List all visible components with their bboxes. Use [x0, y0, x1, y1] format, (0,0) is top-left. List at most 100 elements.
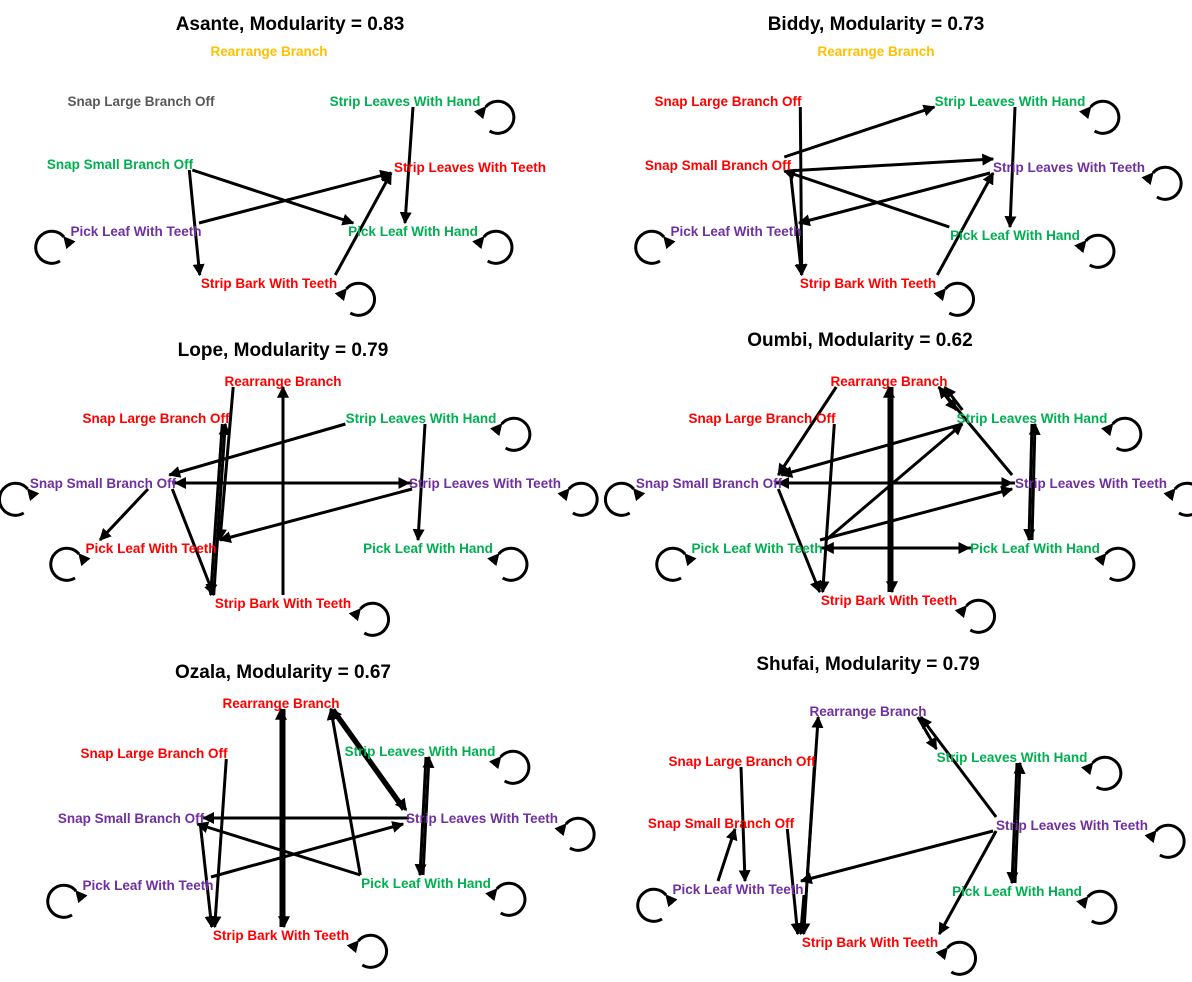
edge-plt-to-slh [825, 422, 964, 542]
node-label-plh: Pick Leaf With Hand [950, 228, 1080, 243]
edge-plh-to-ss [196, 821, 361, 877]
node-label-sbt: Strip Bark With Teeth [800, 276, 936, 291]
node-label-slh: Strip Leaves With Hand [937, 750, 1088, 765]
edge-sbt-to-slt [333, 171, 393, 276]
node-label-plh: Pick Leaf With Hand [348, 224, 478, 239]
edge-ss-to-slh [783, 104, 936, 159]
self-loop-sbt [334, 281, 377, 317]
self-loop-slh [489, 749, 531, 785]
self-loop-plt [34, 229, 76, 265]
node-label-rb: Rearrange Branch [222, 696, 339, 711]
node-label-rb: Rearrange Branch [210, 44, 327, 59]
edge-slt-to-plt [799, 829, 994, 885]
edge-plt-to-slt [819, 485, 1014, 542]
node-label-rb: Rearrange Branch [817, 44, 934, 59]
node-label-plt: Pick Leaf With Teeth [83, 878, 214, 893]
panel-title-asante: Asante, Modularity = 0.83 [176, 14, 405, 35]
self-loop-slh [1081, 755, 1123, 791]
panel-title-shufai: Shufai, Modularity = 0.79 [756, 654, 979, 675]
node-label-plt: Pick Leaf With Teeth [671, 224, 802, 239]
self-loop-plt [636, 887, 678, 923]
panel-title-biddy: Biddy, Modularity = 0.73 [768, 14, 985, 35]
edge-sl-to-plt [738, 766, 751, 883]
edge-sl-to-sbt [798, 766, 816, 936]
node-label-ss: Snap Small Branch Off [636, 476, 783, 491]
node-label-ss: Snap Small Branch Off [30, 476, 177, 491]
network-panel-5: Rearrange Branch Snap Large Branch Off Sna… [636, 704, 1186, 976]
edge-slh-to-plh [1004, 106, 1017, 229]
self-loop-sbt [954, 598, 997, 634]
edge-ss-to-sbt [776, 488, 822, 594]
self-loop-slt [557, 481, 599, 517]
node-label-rb: Rearrange Branch [224, 374, 341, 389]
self-loop-sbt [933, 281, 976, 317]
edge-ss-to-slt [787, 153, 995, 173]
node-label-slh: Strip Leaves With Hand [345, 744, 496, 759]
edge-ss-to-sbt [788, 170, 807, 277]
node-label-plt: Pick Leaf With Teeth [673, 882, 804, 897]
edge-sbt-to-sl [212, 422, 231, 596]
edge-ss-to-sbt [170, 488, 216, 597]
self-loop-ss [0, 481, 40, 517]
edge-plt-to-slt [210, 821, 405, 879]
self-loop-plt [634, 229, 676, 265]
edge-slh-to-plh [414, 756, 428, 877]
panel-title-ozala: Ozala, Modularity = 0.67 [175, 662, 391, 683]
node-label-sl: Snap Large Branch Off [82, 411, 230, 426]
node-label-slh: Strip Leaves With Hand [957, 411, 1108, 426]
node-label-slh: Strip Leaves With Hand [346, 411, 497, 426]
edge-sbt-to-slt [935, 171, 995, 276]
node-label-slt: Strip Leaves With Teeth [406, 811, 558, 826]
node-label-slt: Strip Leaves With Teeth [394, 160, 546, 175]
edge-sl-to-sbt [817, 423, 836, 594]
network-panel-2: Rearrange Branch Snap Large Branch Off Sna… [0, 374, 599, 637]
self-loop-plt [655, 546, 697, 582]
self-loop-sbt [348, 601, 391, 637]
node-label-ss: Snap Small Branch Off [645, 158, 792, 173]
self-loop-sbt [346, 933, 389, 969]
self-loop-slh [1079, 99, 1121, 135]
node-label-sbt: Strip Bark With Teeth [821, 593, 957, 608]
edge-slt-to-rb [919, 716, 998, 818]
node-label-slh: Strip Leaves With Hand [330, 94, 481, 109]
self-loop-ss [603, 481, 646, 517]
edge-slt-to-sbt [937, 830, 998, 936]
self-loop-slt [554, 816, 596, 852]
edge-plh-to-slh [421, 755, 435, 876]
self-loop-plt [49, 546, 91, 582]
edge-plh-to-rb [326, 707, 362, 876]
node-label-sl: Snap Large Branch Off [688, 411, 836, 426]
node-label-sbt: Strip Bark With Teeth [213, 928, 349, 943]
edge-plh-to-slh [1028, 422, 1041, 541]
self-loop-plh [1074, 233, 1116, 269]
edge-ss-to-sbt [198, 823, 217, 929]
node-label-slt: Strip Leaves With Teeth [409, 476, 561, 491]
self-loop-sbt [935, 940, 978, 976]
self-loop-plh [487, 546, 529, 582]
panel-title-oumbi: Oumbi, Modularity = 0.62 [747, 330, 972, 351]
edge-slh-to-plh [1006, 762, 1019, 885]
self-loop-plh [472, 229, 514, 265]
node-label-plt: Pick Leaf With Teeth [71, 224, 202, 239]
edge-sl-to-sbt [205, 423, 224, 597]
node-label-ss: Snap Small Branch Off [648, 816, 795, 831]
edge-slt-to-plt [797, 171, 991, 227]
edge-rb-to-slt [332, 708, 408, 811]
edge-ss-to-plt [98, 487, 150, 542]
self-loop-slt [1163, 481, 1192, 517]
edge-ss-to-plh [191, 168, 355, 226]
edge-slh-to-plh [412, 423, 427, 542]
self-loop-slh [1101, 416, 1143, 452]
self-loop-slh [490, 416, 532, 452]
node-label-sbt: Strip Bark With Teeth [201, 276, 337, 291]
edge-slh-to-ss [780, 422, 963, 478]
edge-rb-to-plt [214, 386, 235, 542]
node-label-ss: Snap Small Branch Off [47, 157, 194, 172]
self-loop-plt [46, 883, 88, 919]
self-loop-plh [485, 881, 527, 917]
edge-slt-to-rb [329, 708, 405, 811]
node-label-sl: Snap Large Branch Off [80, 746, 228, 761]
edge-sl-to-sbt [795, 106, 808, 277]
self-loop-slh [474, 99, 516, 135]
